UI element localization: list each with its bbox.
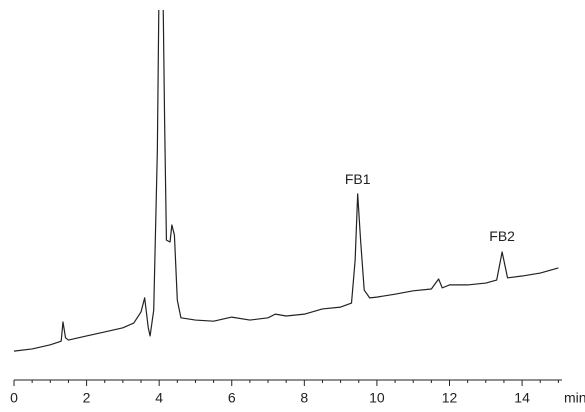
peak-annotation: FB1 — [345, 171, 371, 187]
peak-annotation: FB2 — [489, 228, 515, 244]
x-tick-label: 14 — [514, 390, 530, 406]
x-tick-label: 10 — [369, 390, 385, 406]
x-tick-label: 8 — [300, 390, 308, 406]
x-tick-label: 12 — [442, 390, 458, 406]
plot-area — [13, 10, 559, 352]
x-tick-label: 4 — [155, 390, 163, 406]
trace-line — [13, 10, 559, 352]
x-tick-label: 0 — [10, 390, 18, 406]
x-tick-label: 2 — [83, 390, 91, 406]
x-tick-label: 6 — [228, 390, 236, 406]
x-axis-label: min — [564, 390, 585, 406]
